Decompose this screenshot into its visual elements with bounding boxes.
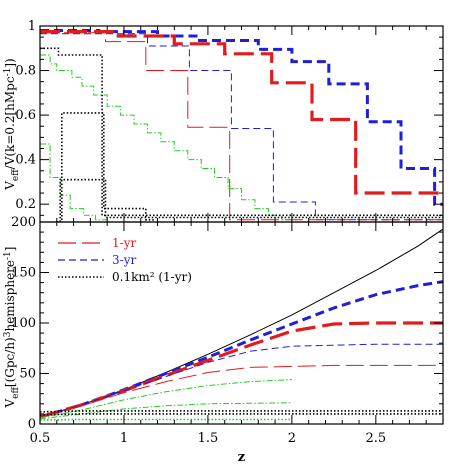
top-series-line-3 bbox=[40, 32, 443, 221]
bottom-y-axis-title-part-3: 3 bbox=[3, 331, 13, 337]
bottom-series-line-6 bbox=[40, 402, 292, 420]
top-series-line-0 bbox=[40, 29, 443, 206]
xtick-label-1: 1 bbox=[120, 431, 128, 446]
bottom-y-axis-title-part-2: [(Gpc/h) bbox=[3, 337, 17, 387]
top-ytick-label-3: 0.8 bbox=[15, 64, 36, 79]
top-y-axis-title-part-2: /V(k=0.2[hMpc bbox=[3, 76, 17, 169]
top-series-line-6 bbox=[40, 47, 443, 217]
top-y-axis-title-part-3: -1 bbox=[3, 68, 13, 77]
top-series-line-2 bbox=[40, 33, 443, 221]
legend: 1-yr 3-yr 0.1km² (1-yr) bbox=[58, 236, 192, 284]
top-series-line-1 bbox=[40, 30, 443, 195]
bottom-series-line-2 bbox=[40, 321, 443, 419]
axes: 0.2 0.4 0.6 0.8 1 0 50 100 150 200 0.5 1 1.5 2 2.5 z Vef… bbox=[3, 19, 444, 465]
top-y-axis-title-part-0: V bbox=[3, 181, 17, 191]
top-ytick-label-2: 0.6 bbox=[15, 108, 36, 123]
bottom-y-axis-title-part-1: eff bbox=[11, 386, 21, 398]
top-panel-series bbox=[40, 29, 443, 222]
bottom-y-axis-title-part-5: -1 bbox=[3, 251, 13, 260]
legend-label-0: 1-yr bbox=[112, 236, 136, 250]
bottom-ytick-label-1: 50 bbox=[19, 367, 36, 382]
bottom-ytick-label-4: 200 bbox=[11, 215, 36, 230]
top-ytick-label-4: 1 bbox=[28, 19, 36, 34]
top-series-line-4 bbox=[40, 54, 292, 221]
bottom-ytick-label-2: 100 bbox=[11, 316, 36, 331]
top-series-line-5 bbox=[40, 143, 124, 222]
bottom-series-line-8 bbox=[40, 413, 443, 416]
bottom-y-axis-title-part-6: ] bbox=[3, 247, 17, 252]
bottom-ytick-label-3: 150 bbox=[11, 266, 36, 281]
top-series-line-7 bbox=[56, 112, 155, 222]
top-y-axis-title-part-4: ]) bbox=[3, 58, 17, 67]
bottom-y-axis-title-part-0: V bbox=[3, 398, 17, 408]
bottom-series-line-4 bbox=[40, 364, 443, 418]
bottom-series-line-5 bbox=[40, 379, 292, 419]
top-y-axis-title-part-1: eff bbox=[11, 169, 21, 181]
xtick-label-0: 0.5 bbox=[30, 431, 51, 446]
xtick-label-4: 2.5 bbox=[365, 431, 386, 446]
legend-label-1: 3-yr bbox=[112, 253, 136, 267]
bottom-ytick-label-0: 0 bbox=[28, 417, 36, 432]
bottom-y-axis-title-part-4: hemisphere bbox=[3, 260, 17, 332]
xtick-label-2: 1.5 bbox=[198, 431, 219, 446]
xtick-label-3: 2 bbox=[288, 431, 296, 446]
top-ytick-label-1: 0.4 bbox=[15, 153, 36, 168]
bottom-y-axis-title: Veff[(Gpc/h)3hemisphere-1] bbox=[3, 247, 21, 409]
x-axis-title: z bbox=[238, 450, 245, 465]
legend-label-2: 0.1km² (1-yr) bbox=[112, 270, 192, 284]
top-y-axis-title: Veff/V(k=0.2[hMpc-1]) bbox=[3, 58, 21, 190]
top-ytick-label-0: 0.2 bbox=[15, 197, 36, 212]
bottom-series-line-7 bbox=[40, 410, 443, 413]
